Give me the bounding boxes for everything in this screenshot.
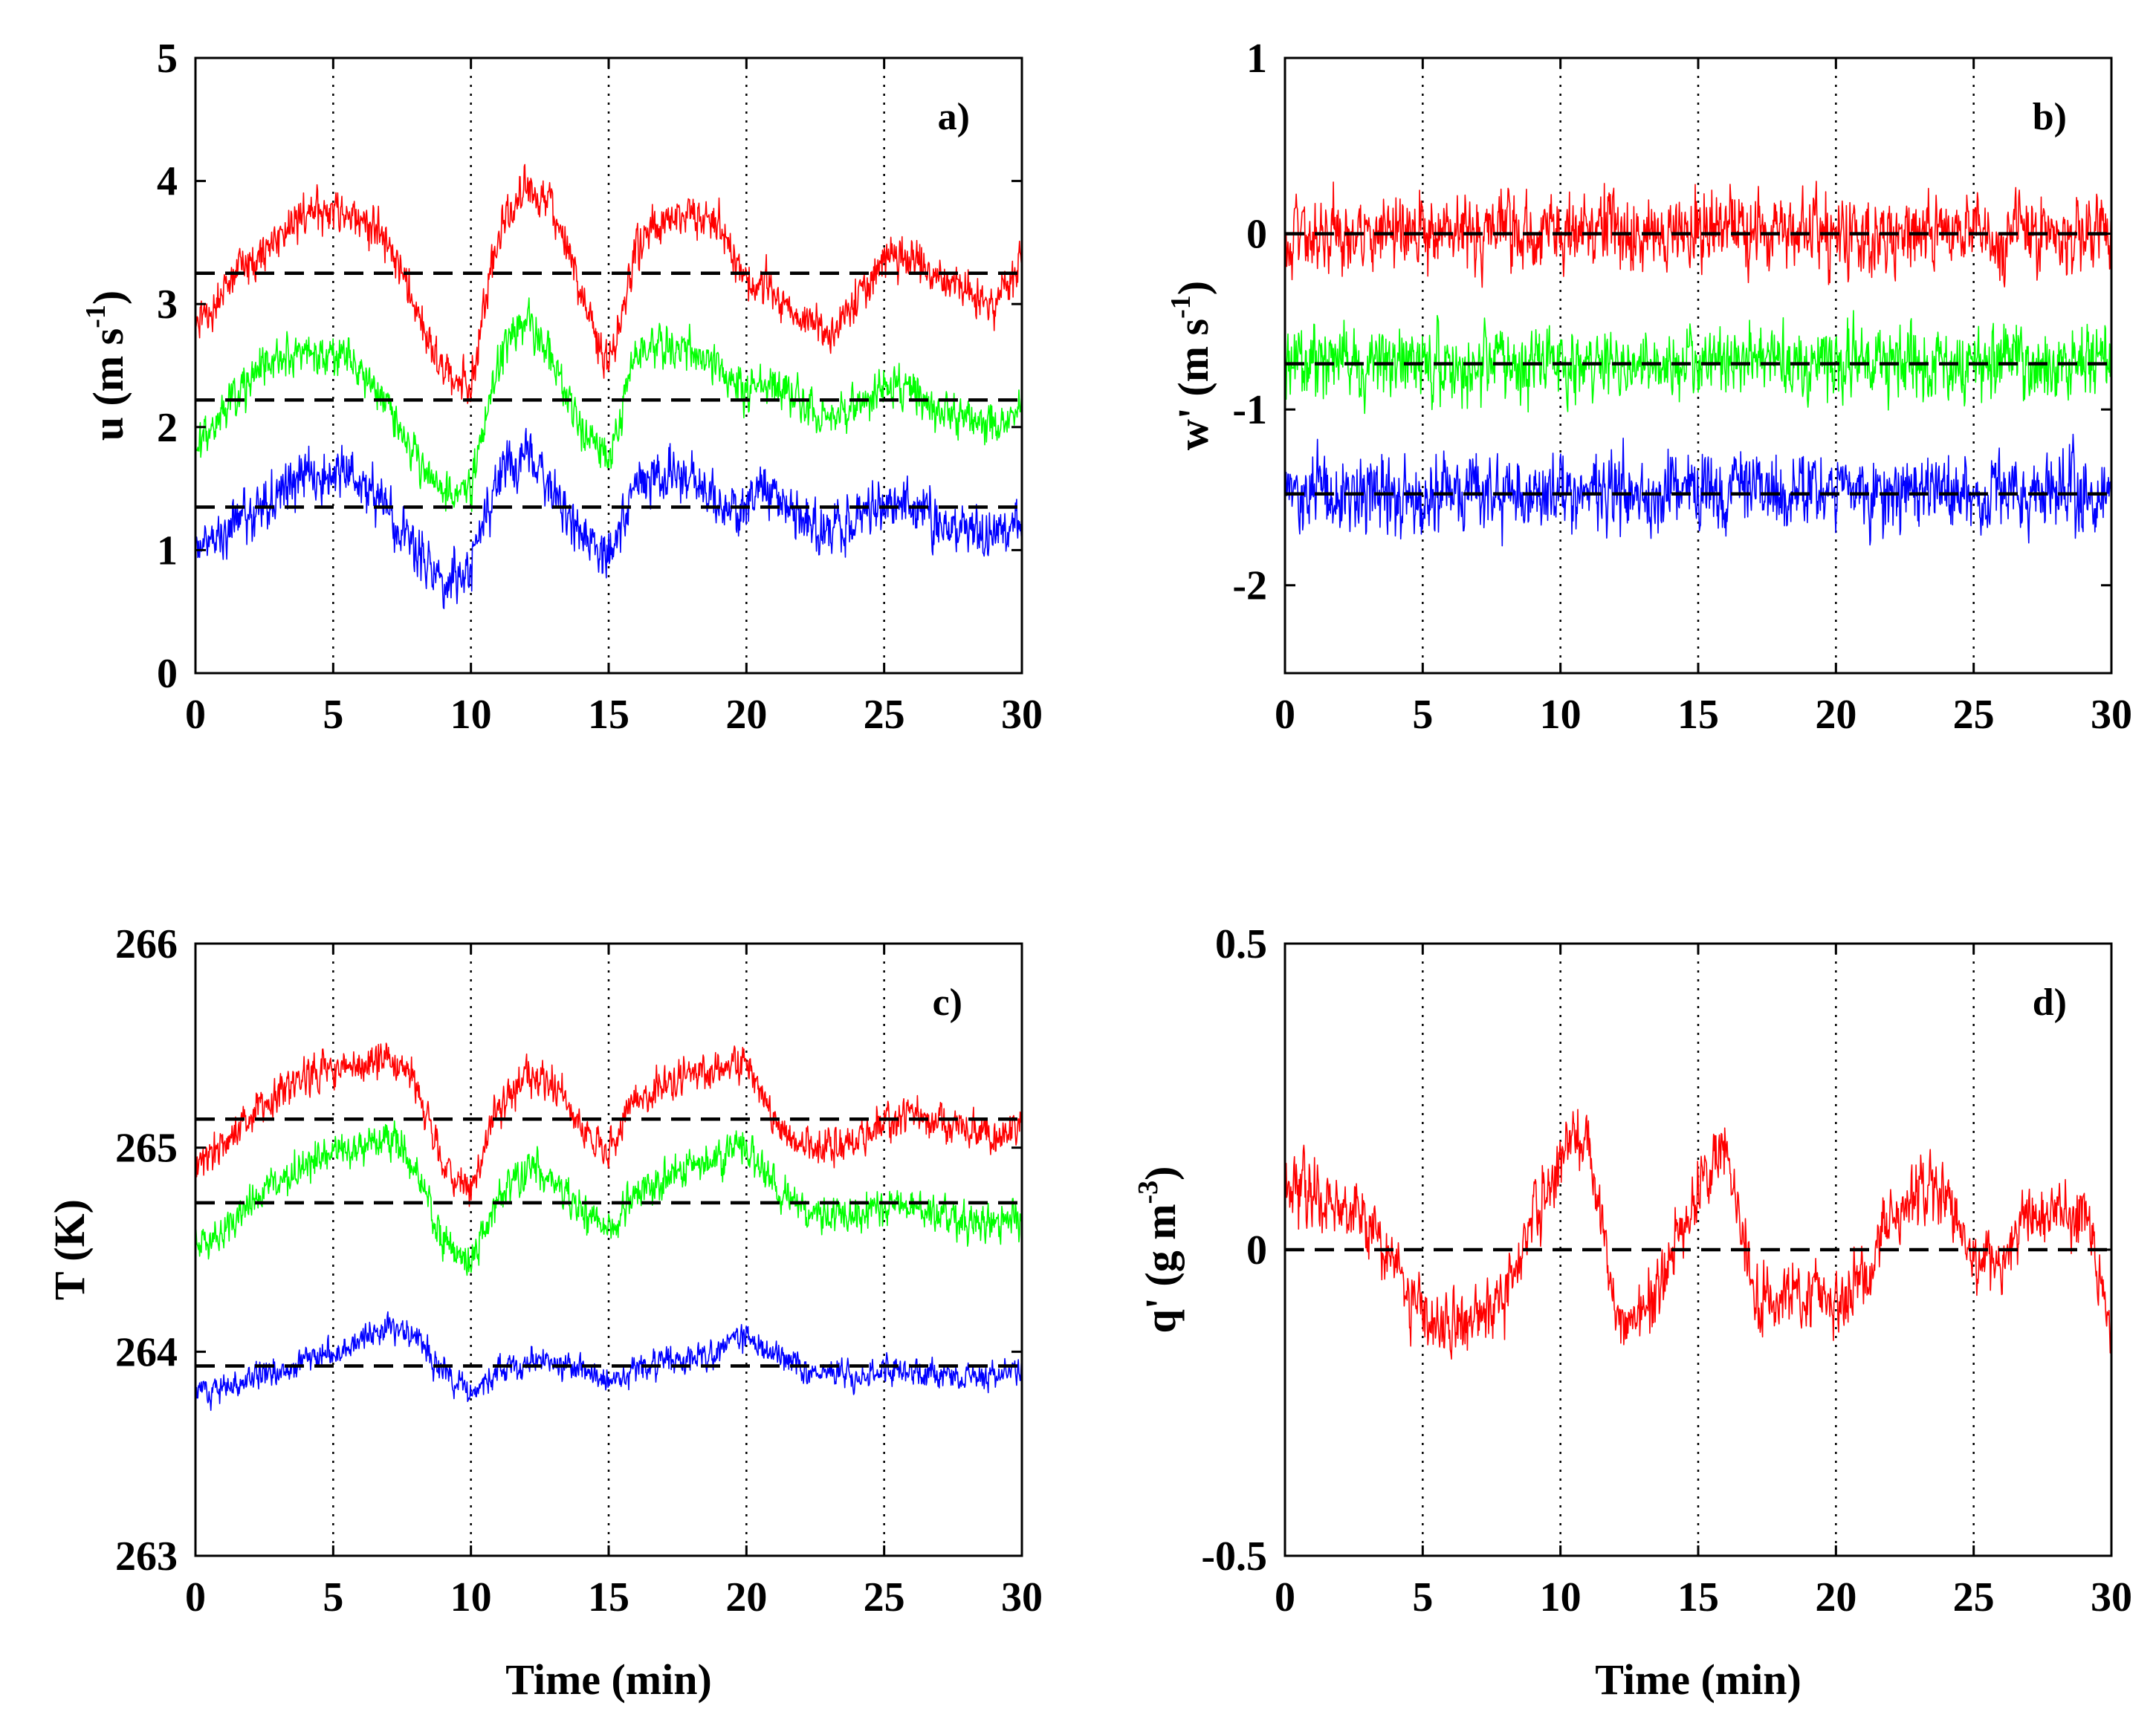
panel-a: 0 5 10 15 20 25 30 0 1 2 3 4 5 a) u (m s-1) <box>80 36 1043 738</box>
x-tick-label: 10 <box>1540 692 1582 738</box>
x-tick-label: 5 <box>1412 692 1433 738</box>
ticks <box>194 56 1023 675</box>
x-tick-label: 30 <box>1001 692 1043 738</box>
x-tick-label: 20 <box>1815 692 1856 738</box>
x-tick-label: 20 <box>725 1574 767 1620</box>
x-tick-label: 20 <box>725 692 767 738</box>
series-blue <box>195 427 1023 609</box>
y-axis-label: w' (m s-1) <box>1165 281 1217 450</box>
series-green <box>195 297 1023 513</box>
y-tick-labels: -0.5 0 0.5 <box>1201 921 1267 1580</box>
x-tick-labels: 0 5 10 15 20 25 30 <box>185 1574 1043 1620</box>
ticks <box>194 942 1023 1557</box>
series-layer <box>195 163 1023 609</box>
x-tick-label: 10 <box>450 1574 492 1620</box>
panel-d: 0 5 10 15 20 25 30 -0.500.5 d) q' (g m-3) Time… <box>1133 921 2132 1704</box>
mean-lines <box>195 1117 1022 1368</box>
x-tick-label: 15 <box>1677 692 1719 738</box>
y-tick-label: 264 <box>115 1329 178 1375</box>
series-red <box>195 1042 1023 1207</box>
panel-b: 0 5 10 15 20 25 30 -2 -1 0 1 b) w' (m s-1) <box>1165 36 2132 738</box>
x-tick-label: 30 <box>2091 1574 2132 1620</box>
grid-lines <box>1422 944 1975 1556</box>
y-tick-label: 0 <box>1246 1227 1267 1273</box>
y-tick-label: 263 <box>115 1534 178 1580</box>
y-tick-label: 4 <box>157 159 178 205</box>
x-tick-label: 10 <box>1540 1574 1582 1620</box>
y-tick-label: 266 <box>115 921 178 967</box>
series-red <box>195 163 1023 404</box>
x-tick-label: 30 <box>2091 692 2132 738</box>
mean-lines <box>195 271 1022 509</box>
x-tick-labels: 0 5 10 15 20 25 30 <box>185 692 1043 738</box>
x-tick-label: 25 <box>864 1574 905 1620</box>
y-tick-label: 1 <box>157 528 178 574</box>
x-tick-label: 0 <box>1275 1574 1295 1620</box>
x-tick-label: 25 <box>1953 1574 1995 1620</box>
x-tick-label: 5 <box>323 1574 343 1620</box>
series-green <box>1284 310 2112 415</box>
y-tick-label: 1 <box>1246 36 1267 82</box>
x-tick-label: 15 <box>1677 1574 1719 1620</box>
y-tick-label: 5 <box>157 36 178 82</box>
ticks <box>1283 942 2113 1557</box>
x-tick-label: 25 <box>864 692 905 738</box>
y-tick-label: 265 <box>115 1126 178 1172</box>
series-red <box>1284 181 2112 288</box>
series-green <box>195 1120 1023 1276</box>
y-tick-labels: 0 1 2 3 4 5 <box>157 36 178 697</box>
y-tick-labels: 263 264 265 266 <box>115 921 178 1580</box>
panel-label: a) <box>938 96 970 138</box>
y-tick-label: 0 <box>157 651 178 697</box>
x-tick-label: 0 <box>185 1574 206 1620</box>
ticks <box>1283 56 2113 673</box>
series-red <box>1284 1109 2112 1360</box>
x-tick-label: 15 <box>588 692 629 738</box>
plot-frame <box>194 942 1023 1557</box>
y-axis-label: q' (g m-3) <box>1133 1166 1185 1334</box>
x-axis-label: Time (min) <box>505 1655 712 1704</box>
mean-lines <box>1285 232 2111 496</box>
y-tick-label: 0 <box>1246 212 1267 258</box>
x-tick-label: 25 <box>1953 692 1995 738</box>
x-tick-label: 5 <box>323 692 343 738</box>
series-layer <box>195 1042 1023 1411</box>
y-tick-labels: -2 -1 0 1 <box>1232 36 1267 609</box>
y-tick-label: -2 <box>1232 563 1267 609</box>
panel-label: d) <box>2033 981 2067 1024</box>
x-tick-label: 20 <box>1815 1574 1856 1620</box>
series-layer <box>1284 1109 2112 1360</box>
y-tick-label: -0.5 <box>1201 1534 1267 1580</box>
y-axis-label: u (m s-1) <box>80 291 132 441</box>
panel-label: c) <box>933 981 962 1024</box>
x-axis-label: Time (min) <box>1595 1655 1801 1704</box>
x-tick-label: 15 <box>588 1574 629 1620</box>
panel-label: b) <box>2033 96 2067 138</box>
x-tick-label: 5 <box>1412 1574 1433 1620</box>
x-tick-labels: 0 5 10 15 20 25 30 <box>1275 692 2132 738</box>
y-tick-label: 2 <box>157 405 178 451</box>
y-tick-label: -1 <box>1232 387 1267 433</box>
x-tick-label: 0 <box>1275 692 1295 738</box>
y-tick-label: 3 <box>157 282 178 328</box>
grid-lines <box>332 944 885 1556</box>
series-blue <box>195 1311 1023 1411</box>
x-tick-label: 0 <box>185 692 206 738</box>
y-axis-label: T (K) <box>45 1199 94 1300</box>
y-tick-label: 0.5 <box>1215 921 1267 967</box>
panel-c: 0 5 10 15 20 25 30 263 264 265 266 c) T (K) Time … <box>45 921 1043 1704</box>
x-tick-label: 30 <box>1001 1574 1043 1620</box>
x-tick-label: 10 <box>450 692 492 738</box>
x-tick-labels: 0 5 10 15 20 25 30 <box>1275 1574 2132 1620</box>
